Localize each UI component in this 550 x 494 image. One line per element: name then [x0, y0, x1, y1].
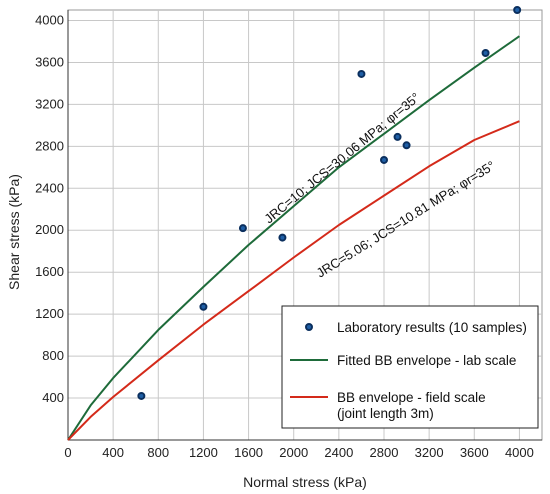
y-tick-label: 1600 — [35, 264, 64, 279]
y-tick-label: 3200 — [35, 96, 64, 111]
y-tick-label: 800 — [42, 348, 64, 363]
x-axis-title: Normal stress (kPa) — [243, 474, 367, 490]
x-tick-label: 3600 — [460, 445, 489, 460]
legend-label-field-sub: (joint length 3m) — [337, 406, 434, 421]
x-tick-label: 2800 — [370, 445, 399, 460]
x-tick-label: 1600 — [234, 445, 263, 460]
x-tick-label: 0 — [64, 445, 71, 460]
lab-data-point — [278, 233, 287, 242]
y-tick-label: 2800 — [35, 138, 64, 153]
legend-label-lab: Fitted BB envelope - lab scale — [337, 353, 516, 368]
lab-data-point — [513, 6, 522, 14]
x-tick-label: 1200 — [189, 445, 218, 460]
legend-label-field: BB envelope - field scale — [337, 390, 486, 405]
lab-scale-envelope-line — [67, 35, 520, 441]
x-tick-label: 2400 — [324, 445, 353, 460]
lab-data-point — [380, 155, 388, 164]
lab-data-point — [137, 391, 146, 400]
legend-box — [281, 305, 539, 429]
x-tick-label: 4000 — [505, 445, 534, 460]
legend: Laboratory results (10 samples) Fitted B… — [281, 305, 539, 429]
y-tick-label: 2400 — [35, 180, 64, 195]
y-tick-label: 1200 — [35, 306, 64, 321]
y-axis-title: Shear stress (kPa) — [6, 174, 22, 290]
data-points — [137, 6, 522, 400]
lab-data-point — [393, 132, 402, 141]
x-tick-label: 3200 — [415, 445, 444, 460]
lab-data-point — [402, 141, 411, 150]
y-tick-label: 2000 — [35, 222, 64, 237]
x-tick-label: 2000 — [279, 445, 308, 460]
lab-data-point — [357, 69, 366, 78]
curves — [67, 35, 520, 441]
tick-labels: 0 400 800 1200 1600 2000 2400 2800 3200 3600 4000 4… — [35, 12, 534, 460]
legend-label-points: Laboratory results (10 samples) — [337, 320, 527, 335]
field-scale-envelope-line — [67, 120, 520, 441]
x-tick-label: 800 — [147, 445, 169, 460]
lab-data-point — [199, 302, 208, 311]
x-tick-label: 400 — [102, 445, 124, 460]
y-tick-label: 4000 — [35, 12, 64, 27]
lab-data-point — [238, 224, 247, 233]
lab-data-point — [481, 49, 490, 57]
legend-point-marker — [305, 323, 313, 331]
y-tick-label: 400 — [42, 390, 64, 405]
y-tick-label: 3600 — [35, 54, 64, 69]
